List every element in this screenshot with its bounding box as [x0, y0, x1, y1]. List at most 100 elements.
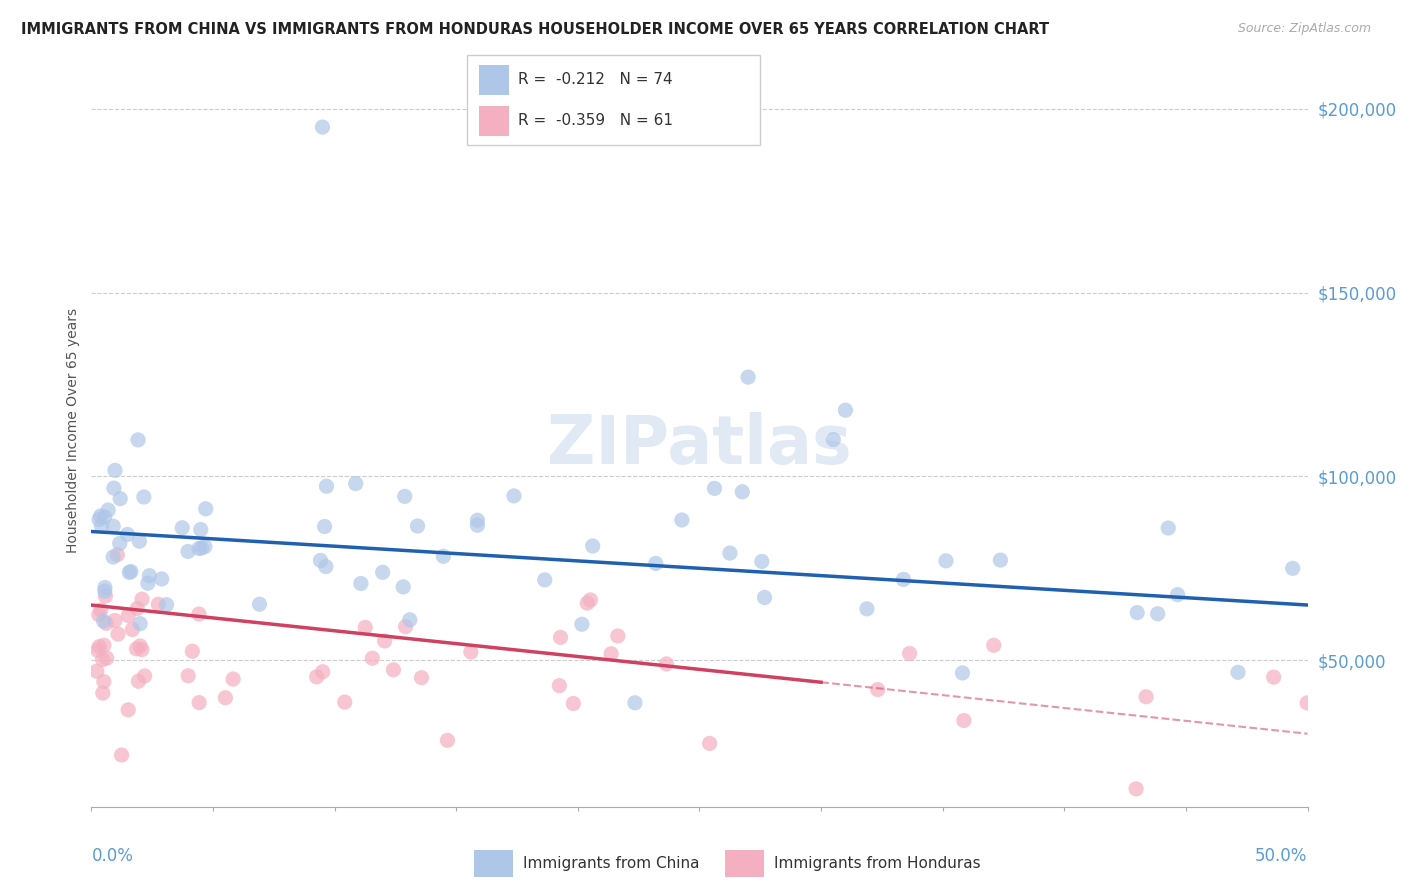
- Point: [188, 541, 211, 556]
- Point: [121, 623, 143, 637]
- Point: [533, 573, 555, 587]
- Point: [655, 657, 678, 671]
- Point: [731, 484, 754, 499]
- Point: [866, 682, 889, 697]
- Point: [718, 546, 741, 560]
- Bar: [479, 106, 509, 136]
- Text: 0.0%: 0.0%: [91, 847, 134, 865]
- Point: [91, 652, 114, 666]
- Point: [579, 593, 602, 607]
- Point: [131, 592, 153, 607]
- Point: [127, 674, 149, 689]
- Point: [315, 559, 337, 574]
- Point: [952, 665, 974, 680]
- Point: [1135, 690, 1157, 704]
- Text: Immigrants from Honduras: Immigrants from Honduras: [773, 855, 980, 871]
- Point: [129, 639, 152, 653]
- Point: [392, 580, 415, 594]
- Point: [467, 518, 489, 533]
- Point: [177, 544, 200, 558]
- Point: [93, 638, 115, 652]
- Text: R =  -0.212   N = 74: R = -0.212 N = 74: [519, 72, 673, 87]
- Point: [90, 519, 112, 533]
- Point: [382, 663, 405, 677]
- Point: [562, 697, 585, 711]
- Point: [754, 591, 776, 605]
- Point: [94, 589, 117, 603]
- Text: 50.0%: 50.0%: [1256, 847, 1308, 865]
- Point: [128, 534, 150, 549]
- Point: [108, 536, 131, 550]
- Point: [1296, 696, 1319, 710]
- Point: [309, 553, 332, 567]
- Point: [101, 549, 124, 564]
- Point: [93, 614, 115, 628]
- Point: [624, 696, 647, 710]
- Text: Immigrants from China: Immigrants from China: [523, 855, 700, 871]
- Point: [990, 553, 1012, 567]
- Point: [150, 572, 173, 586]
- Point: [374, 634, 396, 648]
- Point: [93, 510, 115, 524]
- Point: [371, 566, 394, 580]
- Point: [432, 549, 454, 564]
- Point: [983, 638, 1005, 652]
- Point: [1146, 607, 1168, 621]
- Point: [127, 601, 149, 615]
- Point: [315, 479, 337, 493]
- Point: [600, 647, 623, 661]
- Text: IMMIGRANTS FROM CHINA VS IMMIGRANTS FROM HONDURAS HOUSEHOLDER INCOME OVER 65 YEA: IMMIGRANTS FROM CHINA VS IMMIGRANTS FROM…: [21, 22, 1049, 37]
- Point: [406, 519, 429, 533]
- Point: [935, 554, 957, 568]
- Point: [93, 674, 115, 689]
- Point: [436, 733, 458, 747]
- Point: [94, 584, 117, 599]
- Point: [138, 568, 160, 582]
- Point: [103, 519, 125, 533]
- Point: [177, 669, 200, 683]
- Point: [97, 503, 120, 517]
- Point: [394, 489, 416, 503]
- Point: [582, 539, 605, 553]
- Point: [1167, 588, 1189, 602]
- Point: [87, 607, 110, 622]
- Point: [110, 747, 132, 762]
- Point: [155, 598, 177, 612]
- Point: [86, 643, 108, 657]
- Point: [120, 565, 142, 579]
- Bar: [725, 850, 765, 877]
- Point: [314, 519, 336, 533]
- Point: [117, 608, 139, 623]
- Point: [394, 620, 416, 634]
- Point: [354, 620, 377, 634]
- Point: [953, 714, 976, 728]
- Point: [103, 481, 125, 495]
- Point: [222, 672, 245, 686]
- Point: [344, 476, 367, 491]
- Point: [350, 576, 373, 591]
- Point: [606, 629, 628, 643]
- Point: [1126, 606, 1149, 620]
- Point: [125, 641, 148, 656]
- Point: [188, 607, 211, 621]
- Point: [1263, 670, 1285, 684]
- Point: [699, 736, 721, 750]
- Point: [703, 481, 725, 495]
- Point: [1125, 781, 1147, 796]
- Point: [467, 513, 489, 527]
- Point: [148, 597, 170, 611]
- Point: [132, 490, 155, 504]
- Point: [898, 647, 921, 661]
- Point: [188, 696, 211, 710]
- Point: [90, 509, 112, 524]
- Point: [87, 512, 110, 526]
- Point: [333, 695, 356, 709]
- Point: [134, 669, 156, 683]
- Point: [172, 521, 194, 535]
- FancyBboxPatch shape: [467, 55, 761, 145]
- Point: [89, 640, 111, 654]
- Point: [107, 627, 129, 641]
- Point: [644, 557, 666, 571]
- Point: [311, 120, 333, 134]
- Point: [737, 370, 759, 384]
